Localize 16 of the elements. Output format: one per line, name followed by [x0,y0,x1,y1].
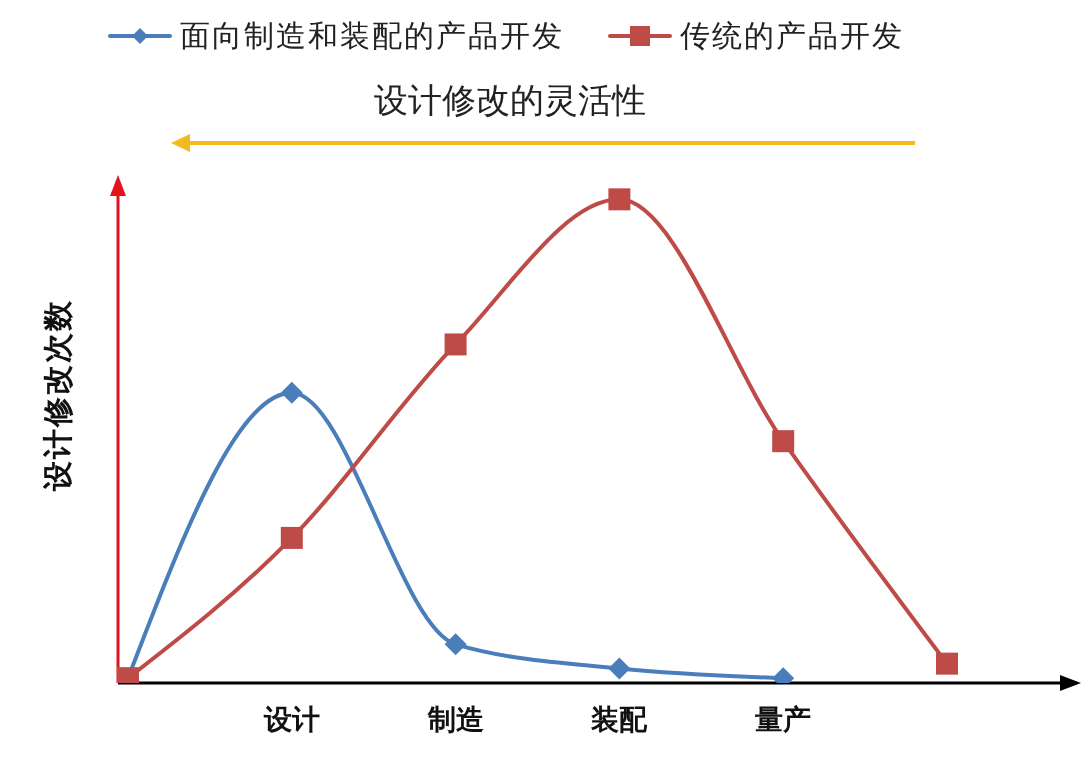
point [936,652,958,675]
legend-label: 面向制造和装配的产品开发 [180,17,564,55]
point [772,430,795,453]
x-tick-label: 设计 [262,702,320,736]
x-tick-label: 量产 [754,702,812,736]
point [280,526,303,549]
point [280,381,303,404]
x-tick-label: 制造 [426,702,484,736]
point [608,188,631,211]
y-axis-title: 设计修改次数 [39,299,75,492]
point [444,333,467,356]
x-tick-label: 装配 [590,702,649,736]
legend-label: 传统的产品开发 [680,17,904,55]
point [608,657,631,680]
point [444,633,467,656]
text: 设计修改的灵活性 [374,80,646,120]
